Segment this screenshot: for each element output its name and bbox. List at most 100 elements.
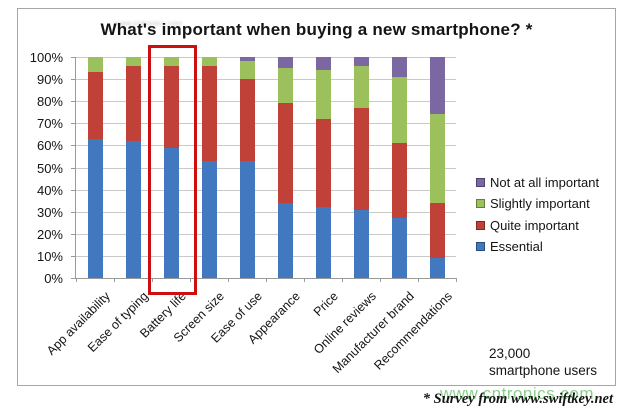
chart-title: What's important when buying a new smart…: [100, 20, 533, 39]
bar-segment: [277, 68, 293, 104]
y-axis-tick: [71, 145, 75, 147]
gridline-100: [76, 57, 456, 58]
x-axis-label: Price: [310, 289, 341, 320]
y-axis-tick-label: 40%: [36, 182, 63, 198]
y-axis-tick: [71, 101, 75, 103]
bar-segment: [125, 140, 141, 278]
bar-segment: [429, 202, 445, 259]
x-axis-tick: [228, 278, 229, 282]
bar-segment: [163, 65, 179, 148]
gridline-10: [76, 255, 456, 257]
legend-label: Slightly important: [490, 195, 590, 211]
y-axis-tick-label: 10%: [36, 248, 63, 264]
legend-item: Slightly important: [476, 195, 590, 211]
x-axis-tick: [380, 278, 381, 282]
y-axis-tick-label: 20%: [36, 226, 63, 242]
gridline-30: [76, 211, 456, 213]
bar-segment: [87, 72, 103, 139]
x-axis-tick: [152, 278, 153, 282]
legend-label: Quite important: [490, 217, 579, 233]
x-axis-tick: [190, 278, 191, 282]
y-axis-tick-label: 30%: [36, 204, 63, 220]
y-axis-tick-label: 0%: [44, 271, 63, 286]
y-axis-tick: [71, 255, 75, 257]
legend-color-swatch: [476, 241, 485, 251]
y-axis-tick: [71, 189, 75, 191]
bar-segment: [277, 202, 293, 278]
y-axis-tick: [71, 167, 75, 169]
bar-segment: [125, 65, 141, 141]
bar-segment: [391, 218, 407, 278]
bar-segment: [429, 57, 445, 115]
legend-color-swatch: [476, 220, 485, 230]
x-axis-tick: [418, 278, 419, 282]
y-axis-tick-label: 70%: [36, 116, 63, 132]
bar-segment: [391, 57, 407, 77]
legend-item: Essential: [476, 238, 543, 254]
bar-segment: [87, 138, 103, 278]
bar-segment: [125, 57, 141, 66]
y-axis-tick-label: 80%: [36, 94, 63, 110]
bar-segment: [429, 258, 445, 278]
y-axis-tick-label: 50%: [36, 160, 63, 176]
bar-segment: [391, 143, 407, 219]
sample-size-label: smartphone users: [489, 362, 598, 378]
bar-segment: [239, 61, 255, 80]
legend-item: Quite important: [476, 217, 579, 233]
gridline-40: [76, 189, 456, 191]
legend-color-swatch: [476, 177, 485, 187]
gridline-50: [76, 167, 456, 169]
y-axis-tick: [71, 79, 75, 81]
bar-segment: [391, 76, 407, 144]
y-axis-tick: [71, 233, 75, 235]
bar-segment: [277, 103, 293, 203]
legend-label: Not at all important: [490, 174, 600, 190]
bar-segment: [315, 118, 331, 208]
plot-area: [71, 57, 457, 282]
y-axis-tick: [71, 123, 75, 125]
x-axis-tick: [456, 278, 457, 282]
bar-segment: [201, 57, 217, 66]
bar-segment: [239, 160, 255, 278]
bar-segment: [353, 209, 369, 278]
bar-segment: [315, 70, 331, 119]
x-axis-tick: [304, 278, 305, 282]
faded-watermark: www.cntronics.com: [114, 19, 183, 28]
bar-segment: [353, 107, 369, 210]
bar-segment: [201, 65, 217, 161]
y-axis-tick-label: 100%: [29, 50, 63, 65]
gridline-90: [76, 79, 456, 81]
x-axis-labels: App availability Ease of typing Battery li…: [44, 284, 455, 384]
survey-source-footnote: * Survey from www.swiftkey.net: [422, 391, 613, 407]
bar-segment: [163, 147, 179, 278]
bar-segment: [429, 114, 445, 203]
bar-segment: [163, 57, 179, 66]
bar-segment: [201, 160, 217, 278]
bar-segment: [353, 65, 369, 108]
bar-segment: [353, 57, 369, 66]
gridline-70: [76, 123, 456, 125]
y-axis-tick-label: 60%: [36, 138, 63, 154]
bar-segment: [239, 79, 255, 161]
legend-color-swatch: [476, 198, 485, 208]
x-axis-tick: [114, 278, 115, 282]
gridline-20: [76, 233, 456, 235]
site-watermark: www.cntronics.com: [440, 384, 594, 403]
gridline-60: [76, 145, 456, 147]
bar-segment: [87, 57, 103, 73]
y-axis-tick: [71, 211, 75, 213]
x-axis-tick: [342, 278, 343, 282]
bar-segment: [277, 57, 293, 69]
sample-size-note: 23,000 smartphone users: [489, 346, 597, 379]
y-axis-tick: [71, 278, 75, 279]
y-axis-tick: [71, 57, 75, 58]
y-axis-tick-label: 90%: [36, 72, 63, 88]
legend-label: Essential: [490, 238, 543, 254]
x-axis-tick: [76, 278, 77, 282]
bar-segment: [315, 207, 331, 278]
bar-segment: [315, 57, 331, 71]
x-axis-tick: [266, 278, 267, 282]
legend-item: Not at all important: [476, 174, 599, 190]
sample-size-value: 23,000: [489, 346, 531, 361]
